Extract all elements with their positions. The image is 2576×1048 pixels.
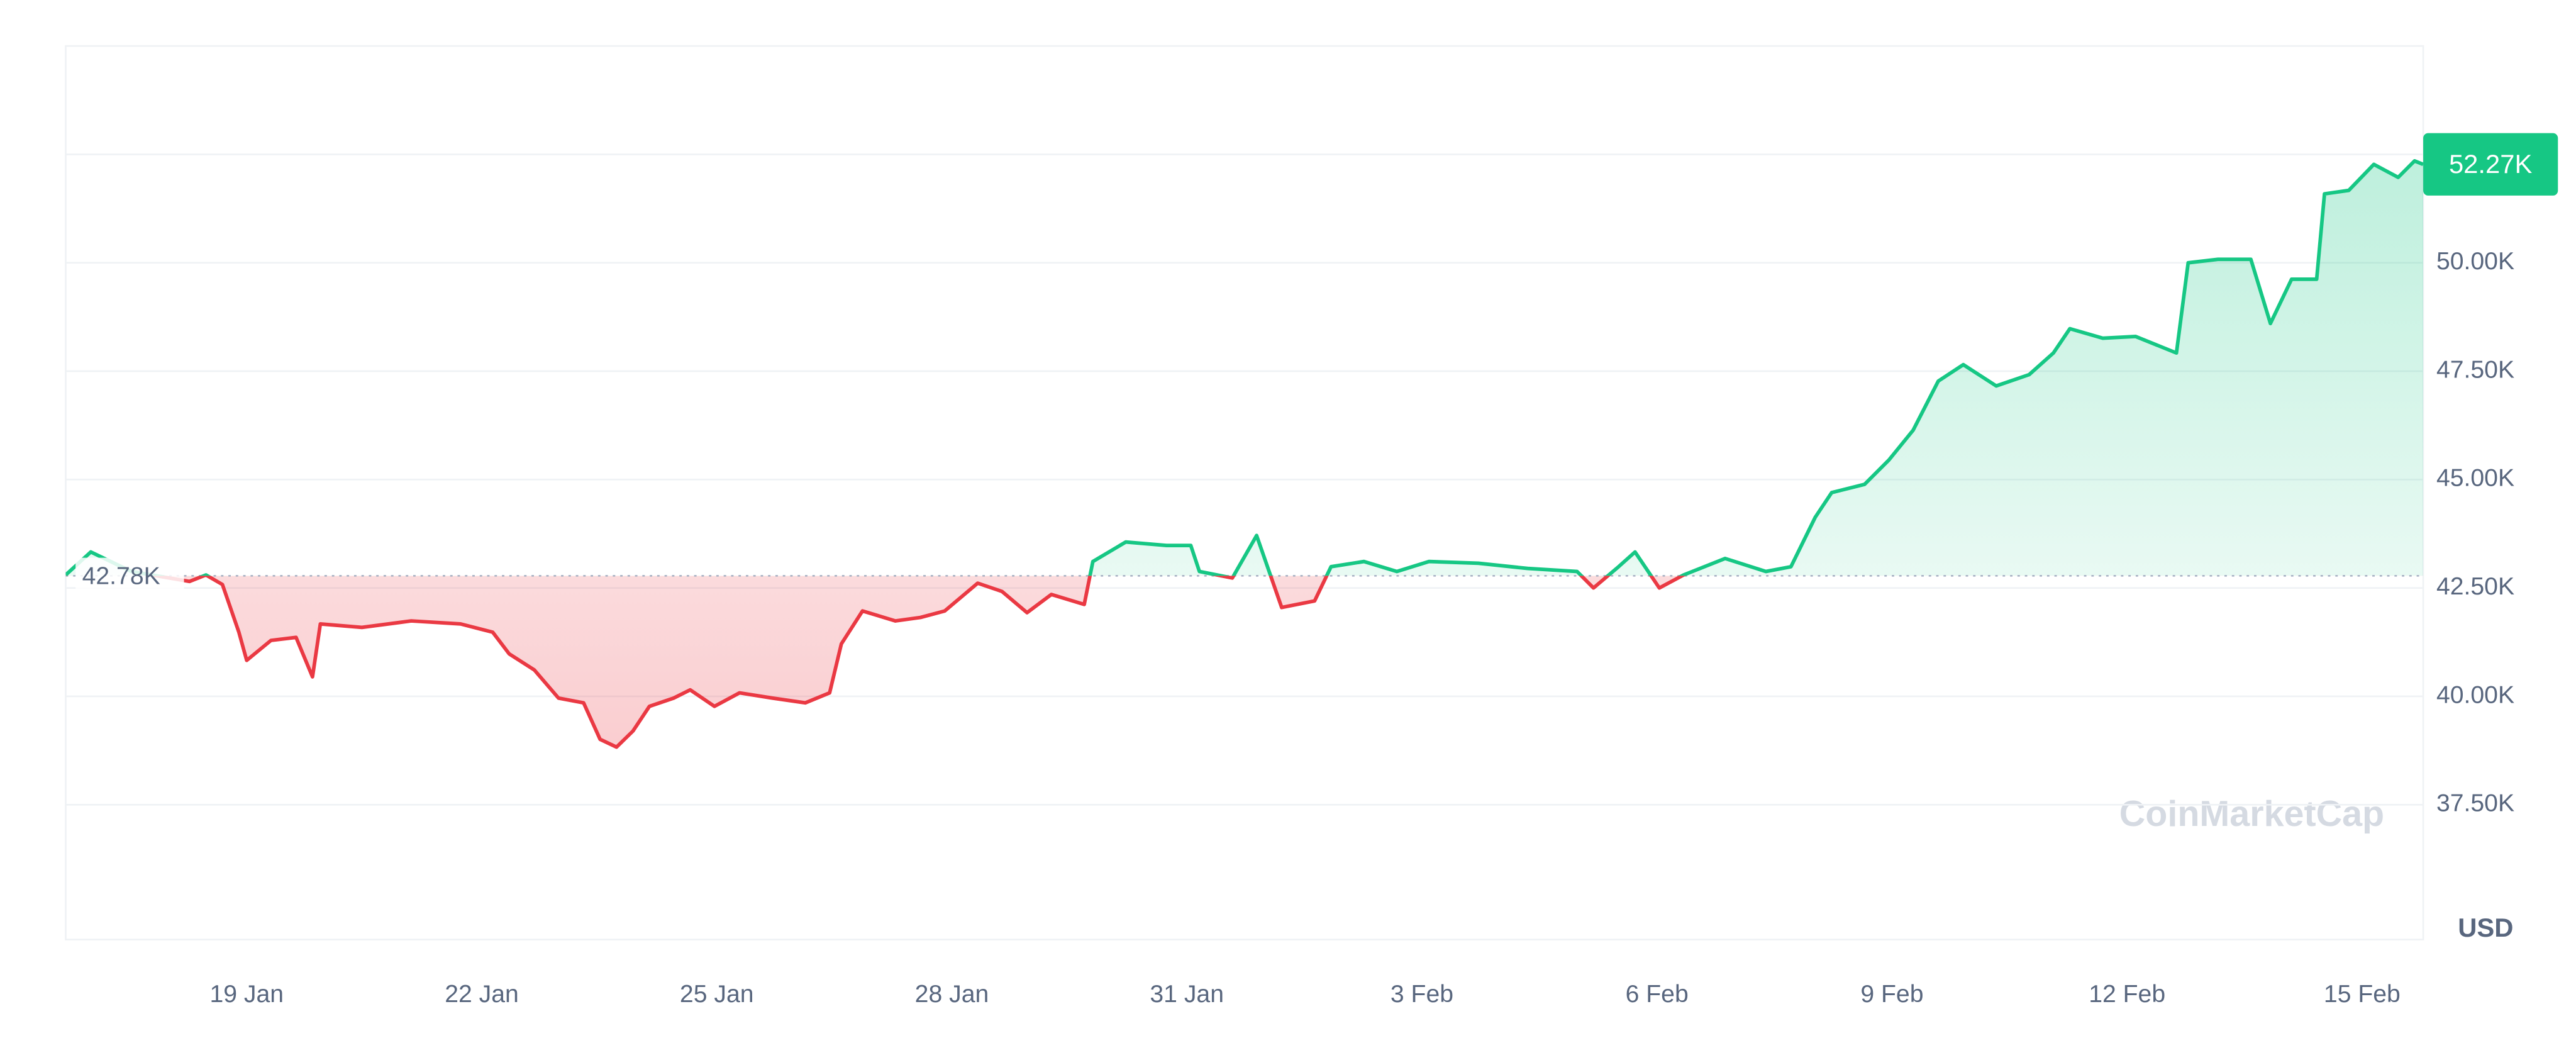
area-down [157, 576, 1682, 747]
y-tick-label: 40.00K [2436, 681, 2514, 708]
currency-label: USD [2458, 913, 2513, 942]
x-tick-label: 3 Feb [1391, 981, 1453, 1008]
x-tick-label: 19 Jan [209, 981, 284, 1008]
y-tick-label: 37.50K [2436, 790, 2514, 817]
x-tick-label: 6 Feb [1626, 981, 1689, 1008]
x-tick-label: 12 Feb [2089, 981, 2165, 1008]
current-price-label: 52.27K [2449, 149, 2533, 179]
x-tick-label: 9 Feb [1860, 981, 1923, 1008]
price-line-up [65, 159, 2424, 576]
reference-label: 42.78K [82, 562, 160, 589]
x-tick-label: 28 Jan [915, 981, 989, 1008]
y-tick-label: 45.00K [2436, 465, 2514, 492]
x-tick-label: 31 Jan [1150, 981, 1224, 1008]
area-up [65, 160, 2424, 576]
reference-label-bg [75, 557, 184, 594]
x-tick-label: 22 Jan [445, 981, 519, 1008]
y-tick-label: 42.50K [2436, 573, 2514, 600]
x-tick-label: 15 Feb [2324, 981, 2401, 1008]
y-tick-label: 50.00K [2436, 248, 2514, 275]
x-tick-label: 25 Jan [680, 981, 754, 1008]
current-price-badge [2423, 133, 2558, 196]
y-tick-label: 47.50K [2436, 356, 2514, 383]
watermark: CoinMarketCap [2119, 794, 2384, 834]
price-line-down [66, 576, 1687, 749]
